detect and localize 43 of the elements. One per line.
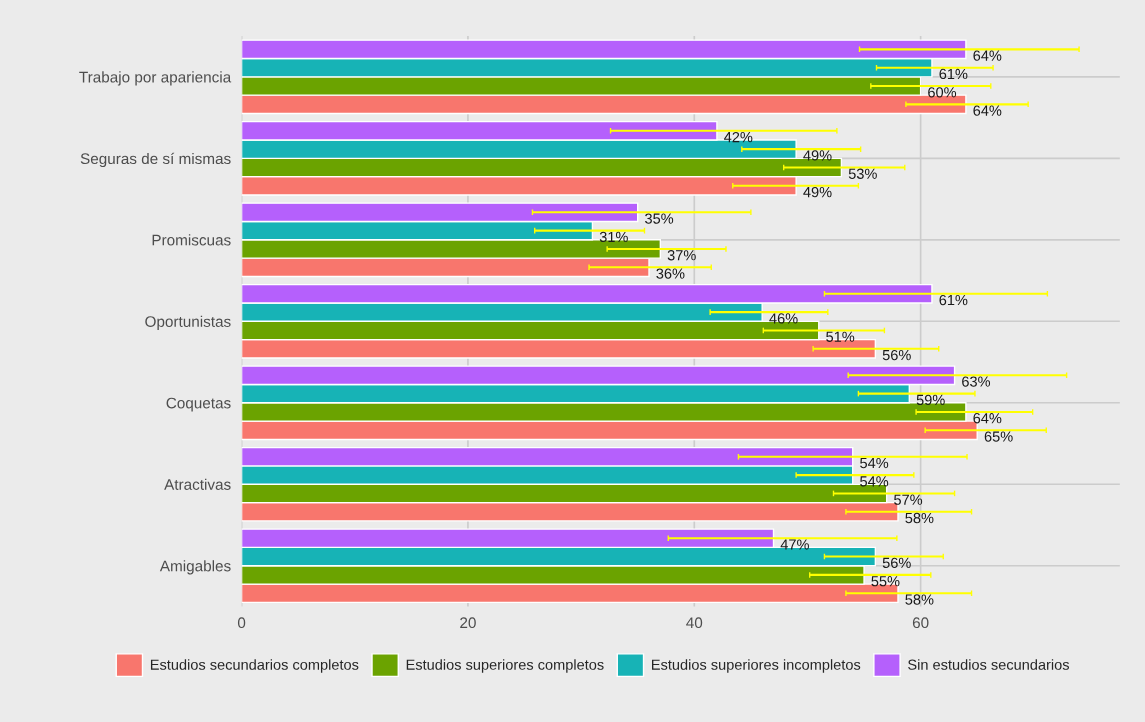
- x-tick-label: 40: [686, 617, 703, 629]
- legend-label: Estudios secundarios completos: [150, 659, 359, 673]
- data-label: 47%: [780, 539, 809, 550]
- y-tick-label: Oportunistas: [145, 315, 231, 330]
- data-label: 49%: [803, 186, 832, 198]
- data-label: 46%: [769, 313, 798, 324]
- y-tick-label: Coquetas: [166, 397, 231, 412]
- y-tick-label: Atractivas: [164, 478, 231, 490]
- y-tick-label: Trabajo por apariencia: [79, 71, 232, 86]
- data-label: 36%: [656, 268, 685, 279]
- data-label: 59%: [916, 394, 945, 406]
- data-label: 58%: [905, 594, 934, 605]
- legend-label: Estudios superiores completos: [406, 659, 604, 673]
- data-label: 57%: [894, 494, 923, 505]
- data-label: 64%: [973, 105, 1002, 116]
- data-label: 49%: [803, 150, 832, 161]
- x-tick-label: 0: [237, 617, 246, 629]
- data-label: 31%: [599, 231, 628, 243]
- data-label: 64%: [973, 50, 1002, 61]
- data-label: 56%: [882, 557, 911, 569]
- data-label: 61%: [939, 68, 968, 80]
- data-label: 58%: [905, 512, 934, 524]
- data-label: 63%: [962, 376, 991, 387]
- legend-label: Estudios superiores incompletos: [652, 659, 861, 673]
- data-label: 56%: [882, 349, 911, 361]
- legend-label: Sin estudios secundarios: [908, 659, 1070, 670]
- data-label: 54%: [860, 476, 889, 487]
- x-tick-label: 60: [912, 617, 929, 629]
- data-label: 54%: [860, 457, 889, 469]
- data-label: 61%: [939, 294, 968, 306]
- data-label: 35%: [645, 213, 674, 224]
- data-label: 60%: [928, 87, 957, 98]
- x-tick-label: 20: [460, 617, 476, 629]
- data-label: 65%: [984, 431, 1013, 442]
- data-label: 53%: [848, 168, 877, 179]
- data-label: 55%: [871, 576, 900, 587]
- y-tick-label: Promiscuas: [152, 234, 231, 246]
- data-label: 51%: [826, 331, 855, 342]
- data-label: 37%: [667, 250, 696, 261]
- data-label: 64%: [973, 413, 1002, 424]
- y-tick-label: Seguras de sí mismas: [80, 152, 231, 168]
- y-tick-label: Amigables: [159, 560, 231, 575]
- data-label: 42%: [724, 131, 753, 143]
